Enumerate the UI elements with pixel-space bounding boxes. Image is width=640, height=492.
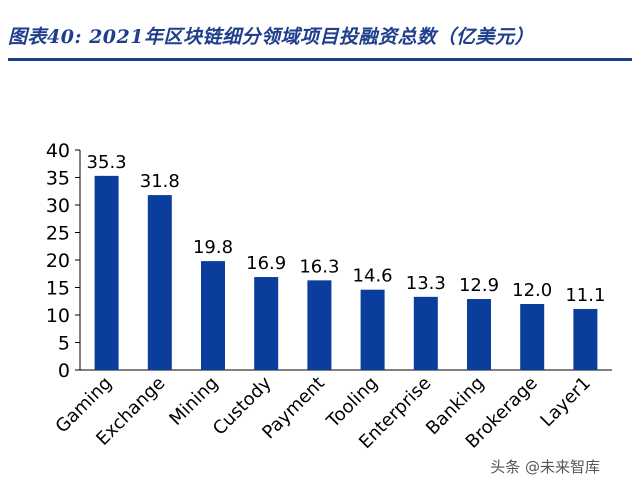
data-label: 16.9 [246, 253, 286, 274]
bars [94, 175, 598, 370]
data-label: 12.0 [512, 280, 552, 301]
x-tick-labels: GamingExchangeMiningCustodyPaymentToolin… [52, 372, 595, 453]
data-label: 19.8 [193, 237, 233, 258]
data-label: 35.3 [87, 152, 127, 173]
data-label: 16.3 [299, 256, 339, 277]
y-axis: 0 5 10 15 20 25 30 35 40 [46, 140, 612, 382]
y-tick-label: 10 [46, 305, 70, 327]
bar-enterprise [413, 296, 438, 370]
y-tick-label: 15 [46, 278, 70, 300]
bar-payment [307, 280, 332, 370]
bar-tooling [360, 289, 385, 370]
chart-title: 图表40: 2021年区块链细分领域项目投融资总数（亿美元） [8, 26, 534, 48]
bar-layer1 [573, 308, 598, 370]
y-tick-label: 40 [46, 140, 70, 162]
data-label: 31.8 [140, 171, 180, 192]
data-label: 12.9 [459, 275, 499, 296]
title-divider [8, 58, 632, 61]
y-tick-label: 25 [46, 223, 70, 245]
data-label: 14.6 [353, 266, 393, 287]
data-label: 11.1 [565, 285, 605, 306]
bar-gaming [94, 175, 119, 370]
y-tick-label: 20 [46, 250, 70, 272]
y-tick-label: 35 [46, 168, 70, 190]
y-tick-label: 30 [46, 195, 70, 217]
data-labels: 35.3 31.8 19.8 16.9 16.3 14.6 13.3 12.9 12.0 11.1 [87, 152, 606, 306]
bar-brokerage [520, 304, 545, 370]
bar-custody [254, 277, 279, 370]
watermark: 头条 @未来智库 [490, 458, 600, 476]
y-tick-label: 5 [58, 333, 70, 355]
bar-mining [201, 261, 225, 370]
bar-exchange [147, 195, 172, 370]
y-tick-label: 0 [58, 360, 70, 382]
bar-banking [467, 299, 491, 370]
x-tick-label: Layer1 [536, 373, 594, 431]
data-label: 13.3 [406, 273, 446, 294]
